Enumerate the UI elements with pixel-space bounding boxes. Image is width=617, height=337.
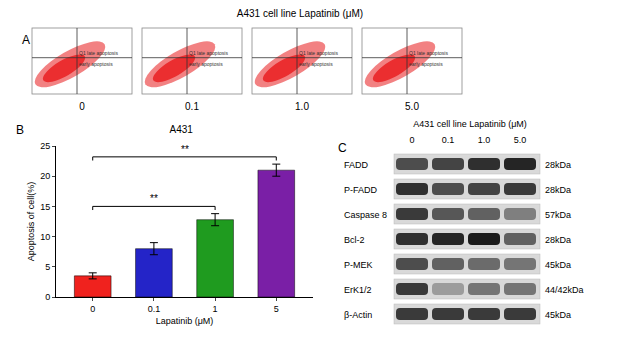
svg-text:**: ** — [150, 193, 158, 204]
svg-text:5.0: 5.0 — [514, 135, 527, 145]
svg-text:Caspase 8: Caspase 8 — [344, 210, 387, 220]
svg-text:5.0: 5.0 — [405, 101, 419, 112]
svg-text:β-Actin: β-Actin — [344, 310, 372, 320]
svg-text:early apoptosis: early apoptosis — [189, 61, 223, 67]
svg-text:P-MEK: P-MEK — [344, 260, 373, 270]
svg-text:1: 1 — [213, 304, 218, 314]
svg-text:**: ** — [181, 144, 189, 155]
svg-text:A431 cell line Lapatinib (μM): A431 cell line Lapatinib (μM) — [413, 119, 527, 129]
svg-text:28kDa: 28kDa — [545, 160, 571, 170]
svg-text:57kDa: 57kDa — [545, 210, 571, 220]
svg-text:P-FADD: P-FADD — [344, 185, 378, 195]
svg-text:Bcl-2: Bcl-2 — [344, 235, 365, 245]
svg-text:10: 10 — [40, 232, 50, 242]
svg-text:A431 cell line Lapatinib (μM): A431 cell line Lapatinib (μM) — [237, 8, 363, 19]
svg-text:0.1: 0.1 — [185, 101, 199, 112]
svg-text:Q1 late apoptosis: Q1 late apoptosis — [79, 50, 118, 56]
svg-text:0.1: 0.1 — [442, 135, 455, 145]
svg-text:0.1: 0.1 — [148, 304, 161, 314]
svg-text:1.0: 1.0 — [295, 101, 309, 112]
svg-text:45kDa: 45kDa — [545, 260, 571, 270]
svg-text:0: 0 — [409, 135, 414, 145]
svg-text:0: 0 — [45, 292, 50, 302]
svg-text:0: 0 — [90, 304, 95, 314]
svg-text:28kDa: 28kDa — [545, 235, 571, 245]
svg-text:C: C — [338, 141, 347, 155]
svg-text:0: 0 — [79, 101, 85, 112]
svg-text:Q1 late apoptosis: Q1 late apoptosis — [189, 50, 228, 56]
svg-text:ErK1/2: ErK1/2 — [344, 285, 372, 295]
svg-text:28kDa: 28kDa — [545, 185, 571, 195]
svg-text:44/42kDa: 44/42kDa — [545, 285, 584, 295]
svg-text:1.0: 1.0 — [478, 135, 491, 145]
svg-text:early apoptosis: early apoptosis — [299, 61, 333, 67]
svg-text:15: 15 — [40, 202, 50, 212]
svg-text:early apoptosis: early apoptosis — [409, 61, 443, 67]
svg-text:A431: A431 — [170, 124, 194, 135]
svg-text:25: 25 — [40, 141, 50, 151]
svg-text:20: 20 — [40, 171, 50, 181]
svg-text:early apoptosis: early apoptosis — [79, 61, 113, 67]
svg-text:Q1 late apoptosis: Q1 late apoptosis — [409, 50, 448, 56]
svg-text:5: 5 — [45, 262, 50, 272]
svg-text:Q1 late apoptosis: Q1 late apoptosis — [299, 50, 338, 56]
svg-text:B: B — [16, 123, 24, 137]
svg-text:5: 5 — [274, 304, 279, 314]
svg-text:A: A — [22, 33, 30, 47]
svg-text:FADD: FADD — [344, 160, 369, 170]
svg-text:45kDa: 45kDa — [545, 310, 571, 320]
svg-text:Lapatinib (μM): Lapatinib (μM) — [156, 316, 214, 326]
svg-text:Apoptosis of cell(%): Apoptosis of cell(%) — [26, 182, 36, 262]
